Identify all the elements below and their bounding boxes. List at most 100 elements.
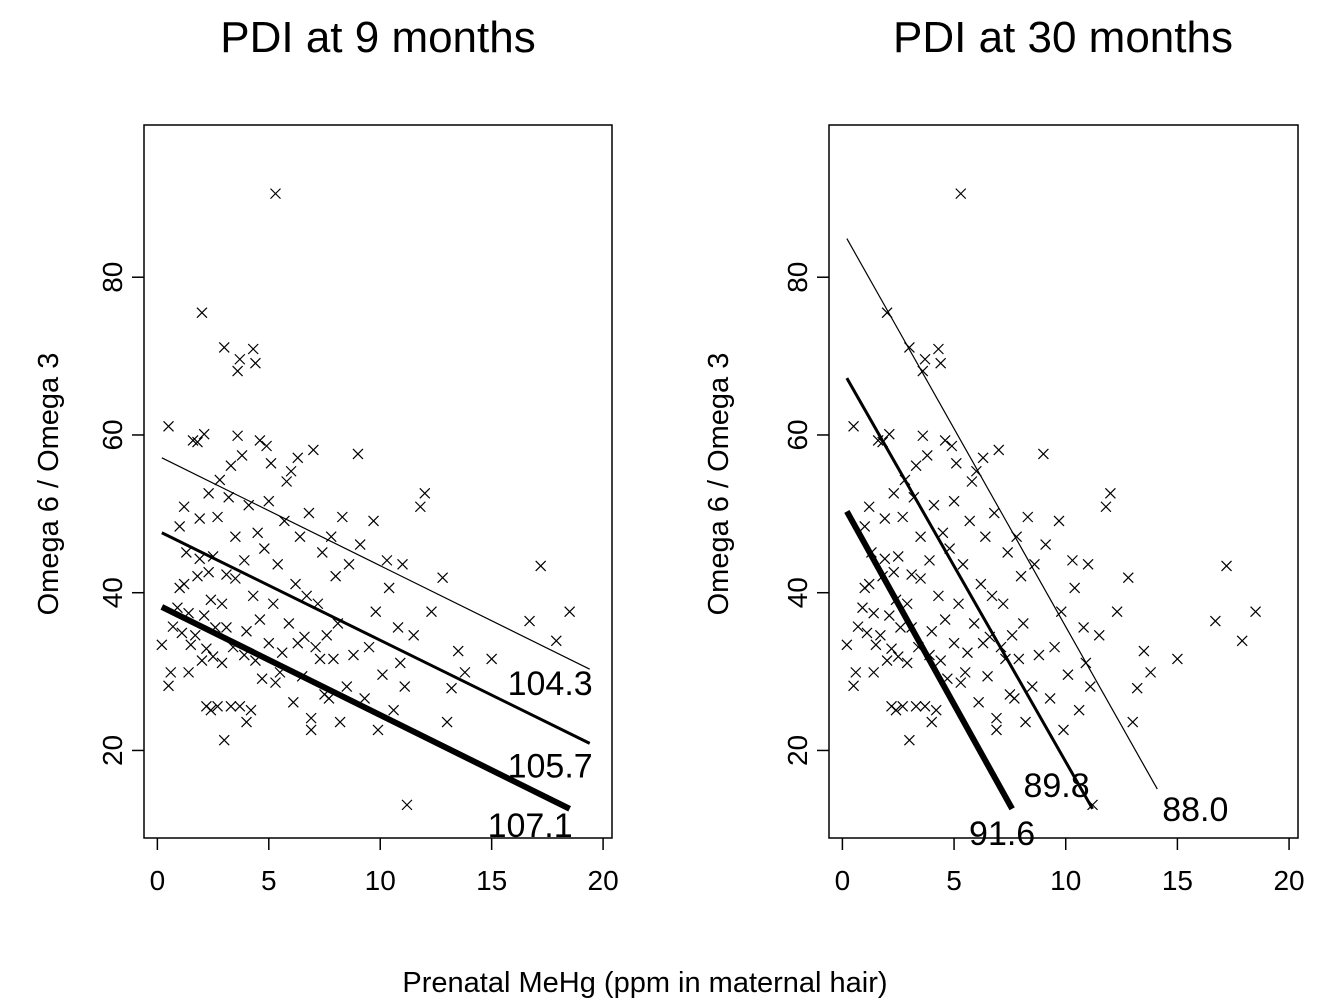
fit-line-label: 91.6: [969, 815, 1035, 853]
scatter-point: [194, 513, 206, 524]
scatter-point: [937, 527, 949, 539]
scatter-point: [446, 682, 457, 694]
fit-line: [161, 531, 591, 745]
scatter-point: [883, 428, 895, 440]
plot-frame: [143, 124, 613, 839]
scatter-point: [381, 554, 393, 566]
scatter-point: [292, 452, 304, 464]
scatter-point: [1015, 570, 1027, 582]
scatter-point: [263, 637, 275, 649]
scatter-point: [370, 606, 382, 618]
scatter-point: [993, 444, 1005, 456]
scatter-point: [354, 539, 366, 551]
scatter-point: [1104, 487, 1116, 499]
scatter-point: [888, 487, 900, 499]
scatter-point: [441, 716, 453, 728]
fit-line-label: 88.0: [1162, 791, 1228, 829]
scatter-point: [426, 606, 437, 618]
fit-line: [846, 238, 1158, 790]
scatter-point: [221, 569, 232, 580]
x-axis-ticks: 0 5 10 15 20: [150, 838, 619, 896]
scatter-point: [263, 495, 275, 507]
scatter-point: [926, 716, 938, 728]
scatter-point: [977, 452, 989, 464]
y-axis-ticks: 20 40 60 80: [782, 262, 829, 766]
scatter-point: [174, 521, 186, 532]
fit-line-labels: 88.0 89.8 91.6: [969, 767, 1228, 853]
scatter-point: [194, 553, 206, 565]
scatter-point: [957, 558, 969, 570]
scatter-point: [915, 573, 926, 584]
scatter-point: [336, 511, 348, 523]
scatter-point: [910, 700, 922, 712]
scatter-point: [229, 531, 241, 543]
scatter-point: [247, 590, 259, 602]
fit-line-label: 104.3: [508, 665, 593, 703]
scatter-point: [216, 657, 228, 669]
fit-line: [161, 457, 590, 670]
scatter-point: [950, 457, 962, 469]
scatter-point: [879, 513, 891, 524]
scatter-point: [1069, 582, 1081, 594]
scatter-point: [852, 621, 864, 633]
scatter-point: [1236, 635, 1248, 647]
scatter-point: [294, 531, 306, 543]
scatter-point: [892, 651, 904, 663]
panel-title: PDI at 30 months: [893, 13, 1233, 62]
scatter-point: [176, 627, 188, 639]
scatter-point: [1122, 572, 1134, 584]
scatter-point: [419, 487, 431, 499]
scatter-point: [267, 598, 279, 610]
scatter-point: [1026, 681, 1038, 692]
scatter-point: [192, 570, 203, 582]
scatter-point: [550, 635, 562, 647]
scatter-point: [341, 681, 353, 692]
scatter-point: [953, 598, 964, 610]
panel-pdi-30-months: PDI at 30 months Omega 6 / Omega 3 0 5 10 1…: [703, 13, 1305, 896]
y-tick-label: 80: [97, 262, 128, 293]
scatter-point: [881, 655, 893, 666]
scatter-point: [870, 639, 882, 651]
scatter-point: [1044, 692, 1056, 704]
scatter-point: [276, 647, 288, 659]
scatter-point: [229, 573, 241, 584]
scatter-point: [968, 618, 980, 629]
scatter-point: [178, 578, 190, 590]
scatter-point: [1008, 692, 1020, 704]
panel-title: PDI at 9 months: [220, 13, 535, 62]
y-axis-label: Omega 6 / Omega 3: [33, 353, 65, 616]
scatter-point: [221, 621, 232, 633]
y-tick-label: 20: [782, 735, 813, 766]
fit-lines: [160, 457, 591, 812]
scatter-point: [564, 606, 576, 618]
scatter-point: [935, 357, 947, 369]
scatter-point: [1049, 641, 1060, 653]
scatter-point: [401, 799, 413, 811]
scatter-point: [868, 666, 880, 678]
scatter-point: [348, 649, 359, 661]
scatter-point: [241, 625, 252, 637]
scatter-point: [1017, 618, 1029, 629]
scatter-point: [1145, 666, 1157, 678]
scatter-point: [863, 501, 875, 513]
scatter-point: [1067, 554, 1078, 566]
scatter-point: [1022, 511, 1034, 523]
scatter-point: [959, 666, 971, 678]
scatter-point: [196, 307, 208, 319]
scatter-point: [234, 700, 246, 712]
scatter-point: [363, 641, 375, 653]
scatter-point: [256, 673, 268, 685]
scatter-point: [301, 590, 313, 602]
scatter-point: [895, 621, 906, 633]
scatter-point: [285, 465, 297, 477]
x-tick-label: 20: [588, 865, 619, 896]
scatter-point: [991, 712, 1002, 724]
scatter-point: [979, 531, 991, 543]
scatter-point: [1058, 724, 1069, 736]
scatter-point: [1138, 645, 1150, 657]
scatter-point: [270, 677, 281, 689]
scatter-point: [1171, 653, 1183, 665]
x-tick-label: 10: [1050, 865, 1081, 896]
scatter-point: [848, 420, 859, 432]
scatter-point: [1100, 501, 1112, 513]
